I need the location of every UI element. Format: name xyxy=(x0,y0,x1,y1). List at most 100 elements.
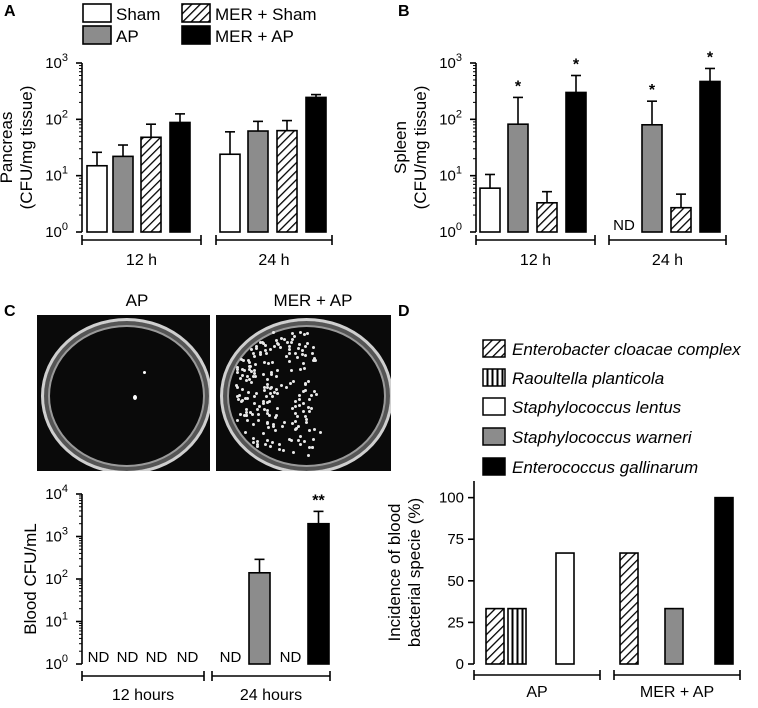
group-label-d: AP xyxy=(526,684,547,701)
colony-dot xyxy=(304,420,308,424)
bar-a-mer-sham xyxy=(140,136,162,233)
y-tick-label-b: 103 xyxy=(439,52,462,72)
nd-label-c: ND xyxy=(220,649,242,666)
plate-title-ap: AP xyxy=(125,291,149,310)
y-tick-label-c: 100 xyxy=(45,653,68,673)
nd-label-c: ND xyxy=(146,649,168,666)
colony-dot xyxy=(269,347,273,351)
colony-dot xyxy=(252,375,256,379)
colony-dot xyxy=(314,392,318,396)
colony-dot xyxy=(261,432,265,435)
colony-dot xyxy=(275,388,279,392)
colony-dot xyxy=(294,426,298,430)
colony-dot xyxy=(256,445,260,448)
colony-dot xyxy=(265,420,269,424)
bar-a-mer-sham xyxy=(276,129,298,233)
petri-dish-ap xyxy=(41,318,210,471)
colony-dot xyxy=(271,423,275,427)
colony-dot xyxy=(286,340,290,344)
colony-dot xyxy=(312,356,316,360)
colony-dot xyxy=(314,359,318,363)
colony-dot xyxy=(143,371,146,374)
colony-dot xyxy=(276,406,280,410)
colony-dot xyxy=(235,394,239,398)
colony-dot xyxy=(280,336,284,340)
colony-dot xyxy=(289,438,293,442)
group-label-c: 12 hours xyxy=(112,687,174,704)
colony-dot xyxy=(244,407,248,411)
colony-dot xyxy=(270,440,274,444)
colony-dot xyxy=(262,402,266,406)
colony-dot xyxy=(238,412,242,416)
colony-dot xyxy=(276,343,280,347)
colony-dot xyxy=(297,404,301,408)
colony-dot xyxy=(267,414,271,418)
colony-dot xyxy=(255,392,259,396)
colony-dot xyxy=(308,397,312,401)
colony-dot xyxy=(266,383,270,387)
legend-swatch-lentus xyxy=(482,397,506,416)
colony-dot xyxy=(254,362,258,366)
colony-dot xyxy=(297,343,301,347)
y-tick-label-c: 104 xyxy=(45,483,68,503)
petri-dish-photo-ap xyxy=(37,315,210,471)
colony-dot xyxy=(238,393,242,397)
colony-dot xyxy=(302,332,306,336)
colony-dot xyxy=(269,445,273,449)
colony-dot xyxy=(262,388,266,392)
colony-dot xyxy=(273,391,277,395)
colony-cluster xyxy=(216,315,391,471)
colony-dot xyxy=(239,357,243,361)
colony-dot xyxy=(290,341,294,345)
colony-dot xyxy=(300,353,304,356)
colony-dot xyxy=(301,410,305,413)
significance-marker-b: * xyxy=(649,82,656,99)
colony-dot xyxy=(249,380,253,384)
chart-a: 100 101 102 103 Pancreas (CFU/mg tissue) 12 h 2… xyxy=(0,52,333,269)
colony-dot xyxy=(276,391,280,395)
colony-dot xyxy=(301,390,305,394)
colony-dot xyxy=(249,347,253,351)
y-axis-label-a: (CFU/mg tissue) xyxy=(17,86,36,210)
colony-dot xyxy=(297,393,301,397)
colony-dot xyxy=(296,356,300,359)
colony-dot xyxy=(256,443,260,447)
significance-marker-b: * xyxy=(707,49,714,66)
colony-dot xyxy=(236,371,240,375)
colony-dot xyxy=(256,412,260,416)
colony-dot xyxy=(241,387,245,391)
colony-dot xyxy=(266,412,270,415)
colony-dot xyxy=(290,422,294,426)
colony-dot xyxy=(282,449,286,453)
colony-dot xyxy=(304,418,308,422)
colony-dot xyxy=(247,364,251,368)
bar-a-sham xyxy=(86,164,108,233)
colony-dot xyxy=(249,410,253,414)
colony-dot xyxy=(297,398,301,402)
colony-dot xyxy=(275,414,279,418)
colony-dot xyxy=(310,407,314,411)
colony-dot xyxy=(283,337,287,341)
colony-dot xyxy=(262,385,266,389)
colony-dot xyxy=(301,362,305,365)
colony-dot xyxy=(264,352,268,356)
bar-a-ap xyxy=(247,130,269,233)
colony-dot xyxy=(257,404,261,408)
colony-dot xyxy=(307,405,311,409)
colony-dot xyxy=(242,414,246,418)
colony-dot xyxy=(311,437,315,441)
colony-dot xyxy=(263,360,267,364)
y-axis-label-b: (CFU/mg tissue) xyxy=(411,86,430,210)
colony-dot xyxy=(251,413,255,416)
legend-label-ap: AP xyxy=(116,27,139,46)
colony-dot xyxy=(266,386,270,390)
colony-dot xyxy=(291,380,295,384)
y-axis-label-d: Incidence of blood xyxy=(385,504,404,642)
y-axis-label-d: bacterial specie (%) xyxy=(405,498,424,647)
colony-dot xyxy=(252,437,256,441)
y-tick-label-a: 102 xyxy=(45,108,68,128)
colony-dot xyxy=(236,367,240,371)
legend-label-raoultella: Raoultella planticola xyxy=(512,369,664,388)
colony-dot xyxy=(265,394,269,398)
